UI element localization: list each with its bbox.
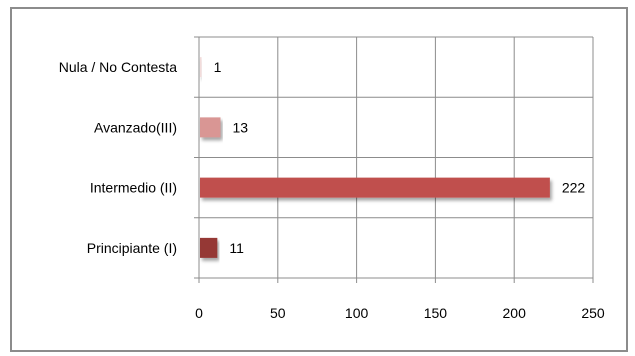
category-label-1: Intermedio (II) bbox=[90, 180, 177, 196]
x-tick-label-100: 100 bbox=[345, 305, 369, 321]
bar-0 bbox=[200, 237, 218, 258]
x-tick-label-250: 250 bbox=[581, 305, 605, 321]
bars bbox=[200, 57, 550, 258]
data-label-1: 222 bbox=[562, 180, 586, 196]
category-label-0: Principiante (I) bbox=[87, 240, 177, 256]
bar-3 bbox=[200, 57, 202, 78]
gridlines bbox=[194, 36, 594, 283]
x-tick-label-150: 150 bbox=[424, 305, 448, 321]
data-label-3: 1 bbox=[214, 59, 222, 75]
bar-1 bbox=[200, 177, 550, 198]
category-label-2: Avanzado(III) bbox=[94, 119, 177, 135]
x-tick-label-50: 50 bbox=[270, 305, 286, 321]
x-tick-label-200: 200 bbox=[503, 305, 527, 321]
data-label-0: 11 bbox=[229, 240, 244, 256]
x-tick-label-0: 0 bbox=[195, 305, 203, 321]
category-label-3: Nula / No Contesta bbox=[59, 59, 177, 75]
data-label-2: 13 bbox=[232, 119, 248, 135]
bar-2 bbox=[200, 117, 221, 138]
labels: 0 50 100 150 200 250 Principiante (I) 11 Interme… bbox=[59, 59, 605, 321]
